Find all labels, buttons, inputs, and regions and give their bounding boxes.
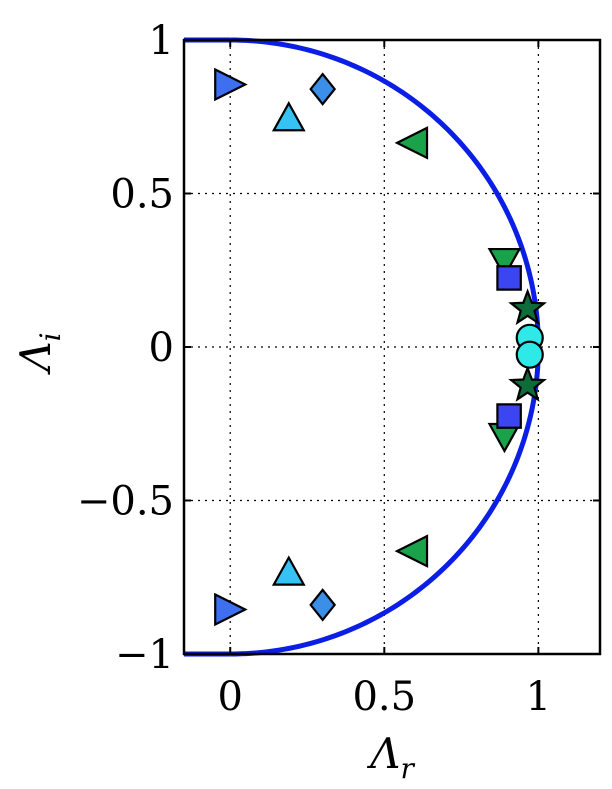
- point-triangle-right-1: [214, 592, 248, 627]
- y-tick-label-2: 0: [149, 325, 174, 371]
- x-axis-label: Λr: [366, 729, 415, 785]
- grid-lines: [184, 39, 600, 655]
- point-circle-1: [515, 340, 544, 369]
- point-diamond-0: [309, 72, 337, 106]
- point-triangle-left-1: [394, 534, 429, 568]
- y-tick-label-3: 0.5: [110, 172, 174, 218]
- point-diamond-1: [309, 588, 337, 622]
- point-star-0: [508, 288, 547, 326]
- point-square-0: [496, 265, 522, 291]
- y-tick-label-0: −1: [115, 632, 174, 678]
- point-triangle-up-0: [271, 101, 306, 132]
- y-tick-label-4: 1: [149, 18, 174, 64]
- point-triangle-down-0: [487, 247, 522, 279]
- data-points: [214, 67, 547, 627]
- point-triangle-right-0: [214, 67, 248, 102]
- x-tick-label-2: 1: [526, 674, 551, 720]
- y-tick-label-1: −0.5: [77, 479, 174, 525]
- y-axis-label-subscript: i: [34, 332, 67, 341]
- point-triangle-up-1: [271, 555, 306, 586]
- y-axis-label: Λi: [11, 332, 67, 375]
- point-square-1: [496, 403, 522, 429]
- point-star-1: [508, 364, 547, 402]
- x-tick-label-1: 0.5: [352, 674, 416, 720]
- axis-ticks: 0 0.5 1 −1 −0.5 0 0.5 1: [77, 18, 600, 720]
- point-triangle-left-0: [394, 126, 429, 160]
- x-tick-label-0: 0: [217, 674, 242, 720]
- x-axis-label-subscript: r: [400, 752, 415, 785]
